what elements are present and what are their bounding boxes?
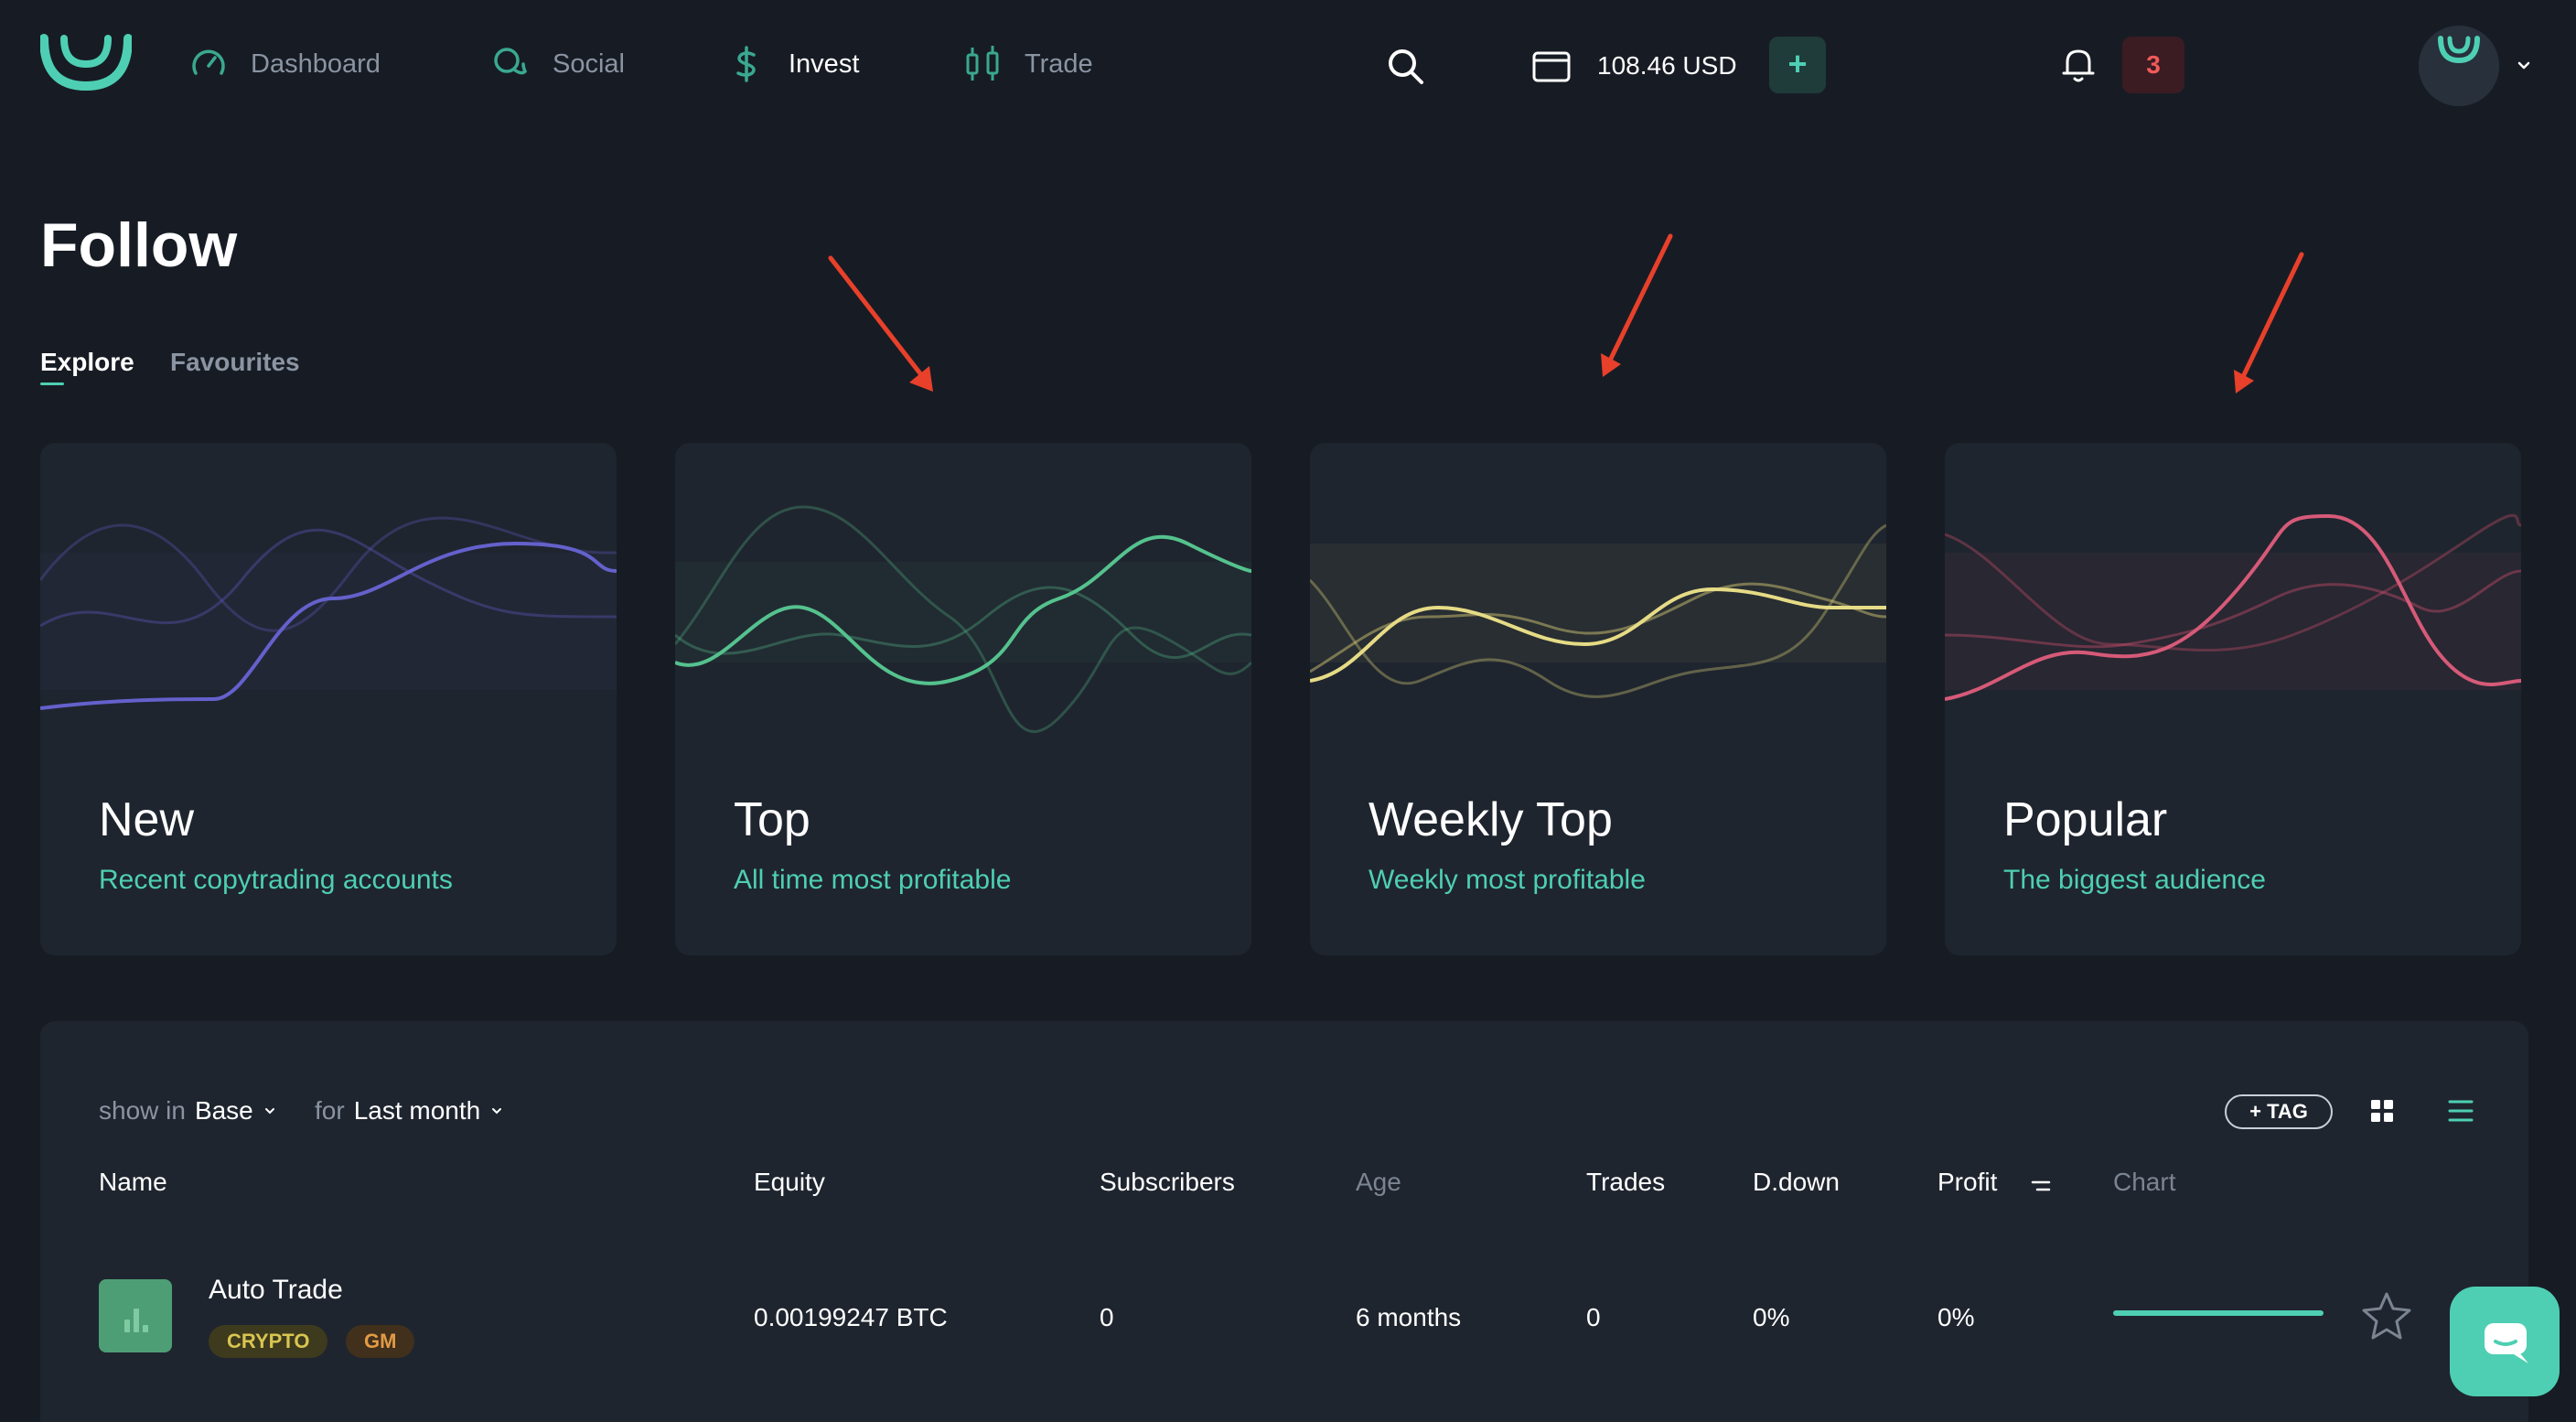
column-header-profit[interactable]: Profit [1937,1168,1998,1196]
wallet-icon [1531,46,1572,86]
subscribers-value: 0 [1100,1303,1114,1331]
category-card-top[interactable]: Top All time most profitable [675,443,1251,955]
candlestick-icon [966,46,999,81]
column-header-equity[interactable]: Equity [754,1168,825,1196]
chat-support-button[interactable] [2450,1287,2560,1396]
list-view-icon[interactable] [2448,1098,2474,1124]
card-wave-chart [1945,513,2521,701]
column-header-name[interactable]: Name [99,1168,167,1196]
page-title: Follow [40,210,238,280]
column-header-age[interactable]: Age [1356,1168,1401,1196]
strategies-table-panel [40,1021,2528,1422]
search-icon[interactable] [1383,44,1427,88]
chevron-down-icon [264,1108,274,1115]
nav-social[interactable]: Social [490,31,625,97]
nav-label: Trade [1025,48,1093,79]
profit-value: 0% [1937,1303,1975,1331]
tab-active-indicator [40,382,64,385]
category-card-popular[interactable]: Popular The biggest audience [1945,443,2521,955]
nav-label: Social [553,48,625,79]
show-in-filter[interactable]: show in Base [99,1093,277,1129]
nav-invest[interactable]: Invest [726,31,859,97]
card-title: New [99,793,195,846]
card-title: Popular [2003,793,2168,846]
filter-value: Last month [353,1096,481,1125]
bell-icon[interactable] [2060,44,2097,84]
filter-value: Base [194,1096,253,1125]
nav-label: Invest [789,48,860,79]
filter-label: for [315,1096,345,1125]
wallet-balance: 108.46 USD [1597,51,1737,80]
card-subtitle: Recent copytrading accounts [99,865,453,895]
column-header-trades[interactable]: Trades [1586,1168,1666,1196]
avatar[interactable] [2419,26,2499,106]
tag-badge: CRYPTO [209,1325,328,1358]
drawdown-value: 0% [1753,1303,1790,1331]
card-title: Top [734,793,810,846]
card-subtitle: Weekly most profitable [1368,865,1646,895]
card-wave-chart [40,516,617,710]
nav-label: Dashboard [251,48,381,79]
add-funds-button[interactable]: + [1769,37,1826,93]
annotation-arrow [1601,233,1673,377]
chevron-down-icon [492,1108,502,1115]
nav-dashboard[interactable]: Dashboard [188,31,381,97]
dollar-icon [736,46,756,82]
chat-bubbles-icon [494,48,528,75]
column-header-drawdown[interactable]: D.down [1753,1168,1840,1196]
category-card-new[interactable]: New Recent copytrading accounts [40,443,617,955]
column-header-subscribers[interactable]: Subscribers [1100,1168,1235,1196]
nav-trade[interactable]: Trade [962,31,1093,97]
tab-favourites[interactable]: Favourites [170,348,300,376]
favourite-star-icon[interactable] [2360,1290,2413,1341]
trades-value: 0 [1586,1303,1601,1331]
annotation-arrow [828,255,933,392]
tab-explore[interactable]: Explore [40,348,134,376]
tag-badge: GM [346,1325,415,1358]
grid-view-icon[interactable] [2369,1098,2395,1124]
equity-value: 0.00199247 BTC [754,1303,948,1331]
notification-count-badge[interactable]: 3 [2122,37,2184,93]
card-title: Weekly Top [1368,793,1613,846]
card-wave-chart [1310,523,1886,698]
strategy-avatar[interactable] [99,1279,172,1352]
age-value: 6 months [1356,1303,1462,1331]
period-filter[interactable]: for Last month [315,1093,504,1129]
strategy-name[interactable]: Auto Trade [209,1275,343,1305]
chevron-down-icon[interactable] [2514,55,2534,75]
card-subtitle: All time most profitable [734,865,1012,895]
equity-mini-chart [2113,1310,2324,1316]
category-card-weekly-top[interactable]: Weekly Top Weekly most profitable [1310,443,1886,955]
card-wave-chart [675,505,1251,734]
annotation-arrow [2234,252,2304,393]
gauge-icon [192,49,225,75]
column-header-chart: Chart [2113,1168,2176,1196]
brand-logo[interactable] [40,33,132,92]
filter-label: show in [99,1096,186,1125]
card-subtitle: The biggest audience [2003,865,2266,895]
add-tag-button[interactable]: + TAG [2225,1094,2333,1129]
chat-icon [2485,1323,2528,1363]
sort-icon[interactable] [2029,1177,2053,1195]
